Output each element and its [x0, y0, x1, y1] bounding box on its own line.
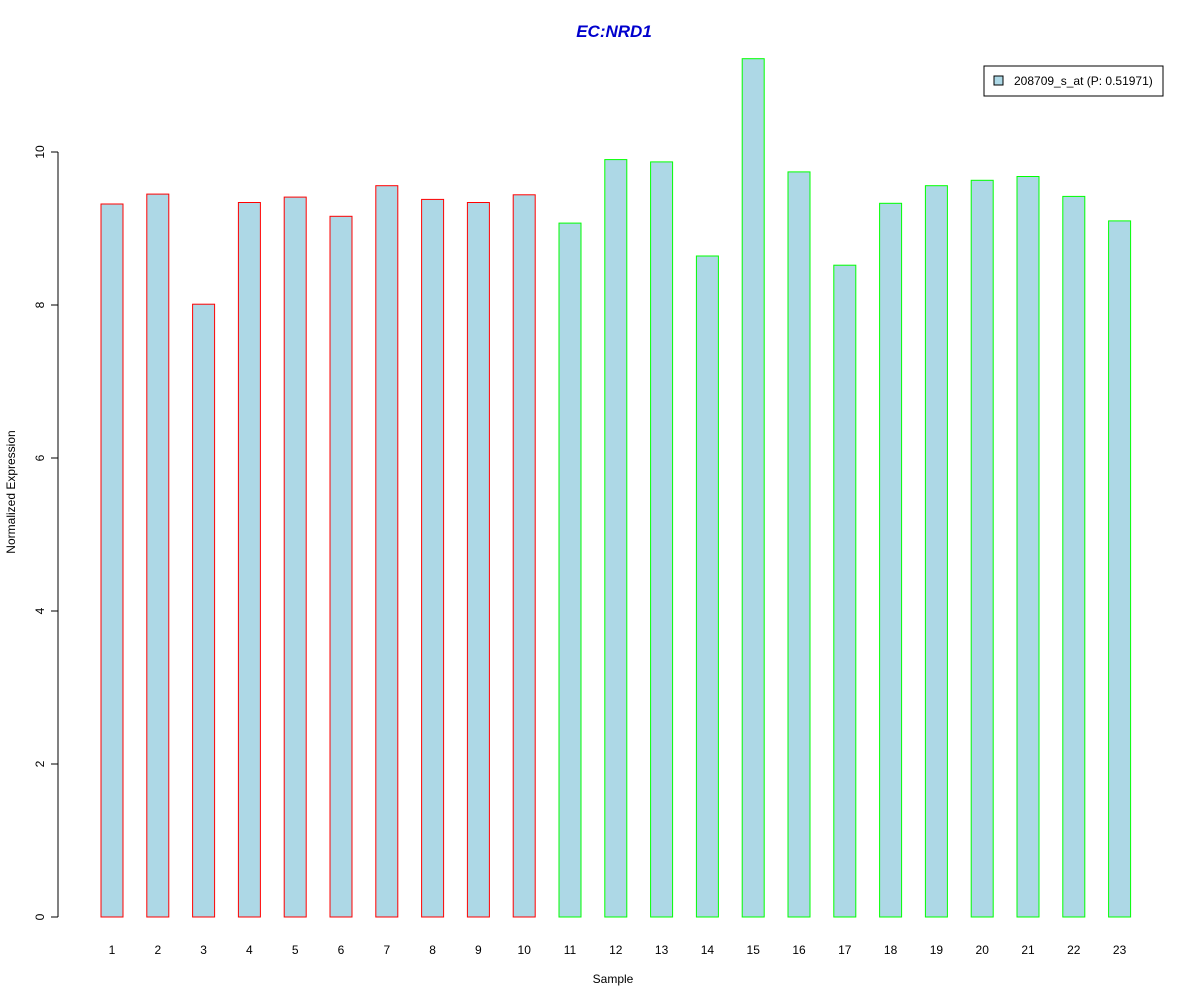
bar-sample-11 [558, 222, 582, 918]
x-tick-labels: 1 2 3 4 5 6 7 8 9 10 11 12 13 14 15 16 17 18 19 20 21 22 23 [109, 943, 1127, 957]
bar-sample-21 [1016, 176, 1040, 918]
x-tick-label: 20 [976, 943, 990, 957]
x-tick-label: 13 [655, 943, 669, 957]
bar-sample-16 [787, 171, 811, 918]
bar-sample-8 [421, 198, 445, 918]
bar-sample-14 [695, 255, 719, 918]
bar-sample-13 [650, 161, 674, 918]
bar-sample-7 [375, 185, 399, 918]
x-tick-label: 16 [792, 943, 806, 957]
bar-sample-6 [329, 215, 353, 918]
x-tick-label: 5 [292, 943, 299, 957]
x-tick-label: 3 [200, 943, 207, 957]
x-tick-label: 9 [475, 943, 482, 957]
x-tick-label: 22 [1067, 943, 1081, 957]
y-tick-label: 6 [33, 454, 47, 461]
x-tick-label: 4 [246, 943, 253, 957]
x-tick-label: 7 [383, 943, 390, 957]
bar-sample-22 [1062, 195, 1086, 918]
bar-sample-19 [924, 185, 948, 918]
y-axis: 0 2 4 6 8 10 [33, 145, 59, 920]
legend-box [983, 65, 1164, 97]
x-tick-label: 10 [518, 943, 532, 957]
bar-sample-20 [970, 179, 994, 918]
y-tick-label: 2 [33, 760, 47, 767]
x-tick-label: 14 [701, 943, 715, 957]
x-tick-label: 18 [884, 943, 898, 957]
bar-sample-3 [192, 303, 216, 918]
legend-swatch [993, 75, 1004, 86]
bar-sample-17 [833, 264, 857, 918]
x-tick-label: 21 [1021, 943, 1035, 957]
bar-sample-5 [283, 196, 307, 918]
x-tick-label: 2 [154, 943, 161, 957]
x-tick-label: 19 [930, 943, 944, 957]
x-tick-label: 8 [429, 943, 436, 957]
y-axis-label: Normalized Expression [4, 430, 18, 553]
y-tick-label: 8 [33, 301, 47, 308]
bar-sample-1 [100, 203, 124, 918]
bar-sample-15 [741, 58, 765, 918]
x-axis-label: Sample [593, 972, 634, 986]
x-tick-label: 11 [564, 943, 577, 957]
bar-sample-23 [1108, 220, 1132, 918]
legend: 208709_s_at (P: 0.51971) [983, 65, 1164, 97]
bar-sample-4 [237, 202, 261, 918]
bars-group [100, 58, 1132, 918]
x-tick-label: 17 [838, 943, 852, 957]
x-tick-label: 12 [609, 943, 623, 957]
x-tick-label: 1 [109, 943, 116, 957]
y-tick-label: 4 [33, 607, 47, 614]
x-tick-label: 23 [1113, 943, 1127, 957]
bar-sample-2 [146, 193, 170, 918]
x-tick-label: 6 [338, 943, 345, 957]
chart-title: EC:NRD1 [576, 22, 652, 41]
y-tick-label: 10 [33, 145, 47, 159]
legend-label: 208709_s_at (P: 0.51971) [1014, 74, 1153, 88]
bar-sample-10 [512, 194, 536, 918]
x-tick-label: 15 [747, 943, 761, 957]
bar-sample-18 [879, 202, 903, 918]
bar-sample-12 [604, 159, 628, 918]
y-tick-label: 0 [33, 913, 47, 920]
bar-sample-9 [466, 202, 490, 918]
